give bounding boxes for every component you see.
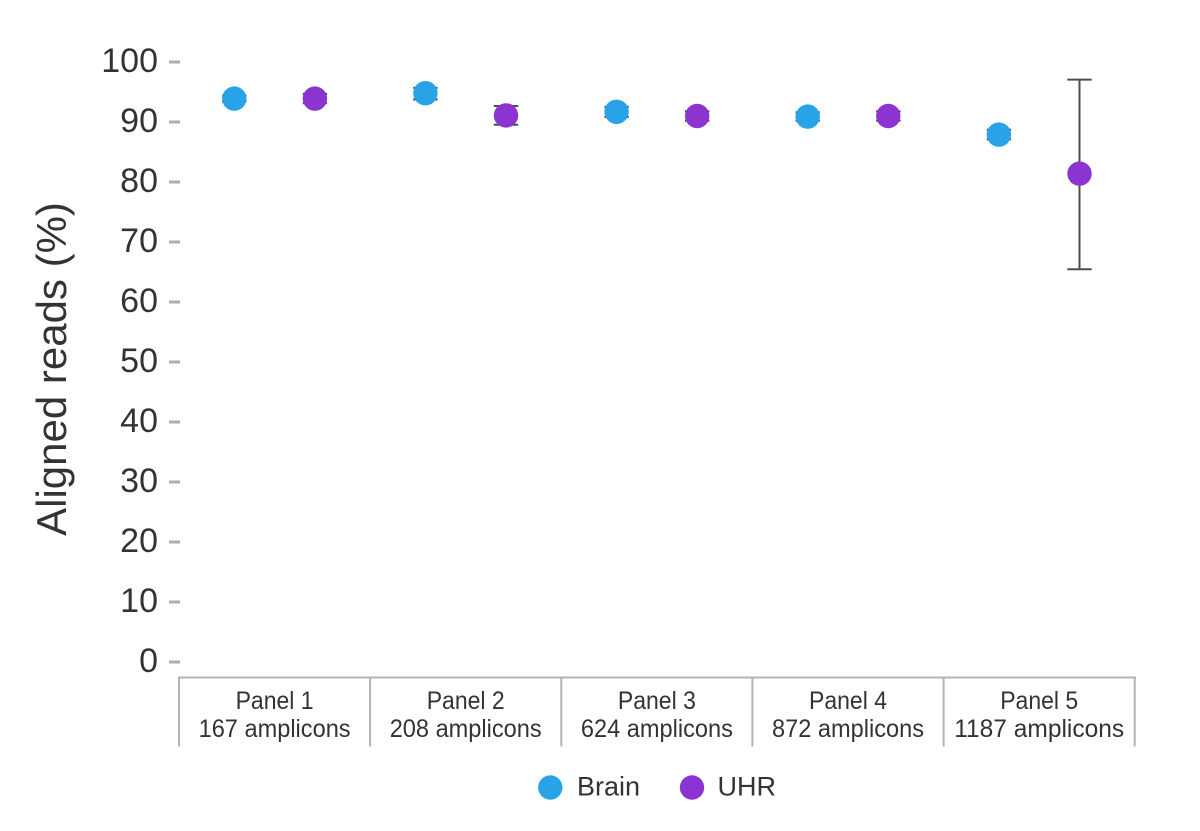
svg-text:Panel 3: Panel 3: [618, 687, 696, 715]
svg-text:Aligned reads (%): Aligned reads (%): [28, 202, 75, 536]
svg-text:Panel 4: Panel 4: [809, 687, 887, 715]
svg-text:872 amplicons: 872 amplicons: [772, 715, 924, 743]
svg-text:50: 50: [120, 342, 158, 380]
svg-text:624 amplicons: 624 amplicons: [581, 715, 733, 743]
svg-text:10: 10: [120, 582, 158, 620]
svg-text:60: 60: [120, 282, 158, 320]
svg-text:1187 amplicons: 1187 amplicons: [954, 715, 1124, 743]
svg-text:40: 40: [120, 402, 158, 440]
svg-text:Panel 2: Panel 2: [427, 687, 505, 715]
svg-text:80: 80: [120, 162, 158, 200]
svg-text:Brain: Brain: [577, 772, 640, 802]
svg-text:70: 70: [120, 222, 158, 260]
svg-text:20: 20: [120, 522, 158, 560]
svg-text:Panel 5: Panel 5: [1000, 687, 1078, 715]
svg-text:0: 0: [139, 642, 158, 680]
svg-text:90: 90: [120, 102, 158, 140]
svg-text:Panel 1: Panel 1: [236, 687, 314, 715]
svg-text:208 amplicons: 208 amplicons: [390, 715, 542, 743]
svg-text:100: 100: [101, 42, 158, 80]
svg-text:167 amplicons: 167 amplicons: [199, 715, 351, 743]
svg-text:30: 30: [120, 462, 158, 500]
svg-text:UHR: UHR: [718, 772, 777, 802]
